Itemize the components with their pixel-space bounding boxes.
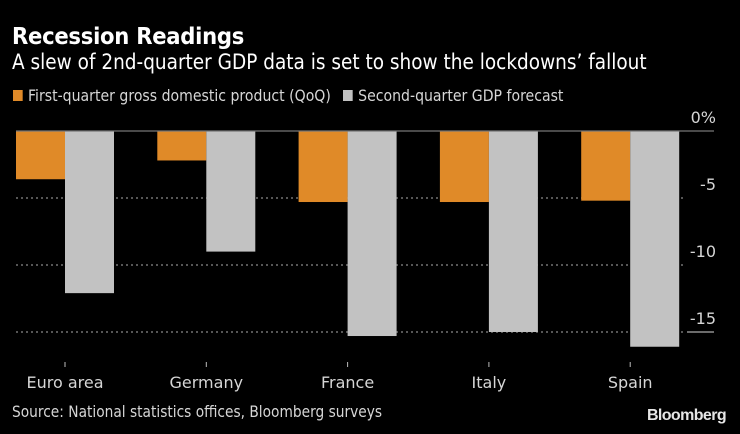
bar-q2 — [347, 131, 397, 337]
bar-q1 — [16, 131, 65, 180]
bar-q2 — [630, 131, 680, 347]
bar-q1 — [581, 131, 631, 201]
bar-q2 — [206, 131, 256, 252]
bloomberg-logo: Bloomberg — [646, 407, 727, 424]
x-tick-label: Italy — [472, 373, 507, 392]
legend-swatch-q2 — [343, 90, 353, 101]
legend-item-q1: First-quarter gross domestic product (Qo… — [13, 86, 331, 105]
x-tick-label: France — [321, 373, 374, 392]
source-note: Source: National statistics offices, Blo… — [12, 402, 383, 421]
x-tick-label: Spain — [608, 373, 653, 392]
y-tick-label: -5 — [700, 175, 716, 194]
y-tick-label: 0% — [691, 108, 716, 127]
bar-q1 — [298, 131, 348, 203]
y-tick-label: -15 — [690, 309, 716, 328]
bar-q2 — [488, 131, 538, 332]
chart-title: Recession Readings — [12, 24, 245, 50]
legend: First-quarter gross domestic product (Qo… — [13, 86, 576, 105]
y-tick-label: -10 — [690, 242, 716, 261]
bar-q1 — [157, 131, 207, 161]
x-tick-label: Germany — [170, 373, 244, 392]
legend-label-q1: First-quarter gross domestic product (Qo… — [27, 86, 331, 105]
legend-swatch-q1 — [13, 90, 23, 101]
chart-subtitle: A slew of 2nd-quarter GDP data is set to… — [12, 50, 647, 74]
legend-label-q2: Second-quarter GDP forecast — [358, 86, 564, 105]
bar-q1 — [439, 131, 489, 203]
legend-item-q2: Second-quarter GDP forecast — [343, 86, 563, 105]
bar-q2 — [65, 131, 114, 294]
x-tick-label: Euro area — [26, 373, 103, 392]
